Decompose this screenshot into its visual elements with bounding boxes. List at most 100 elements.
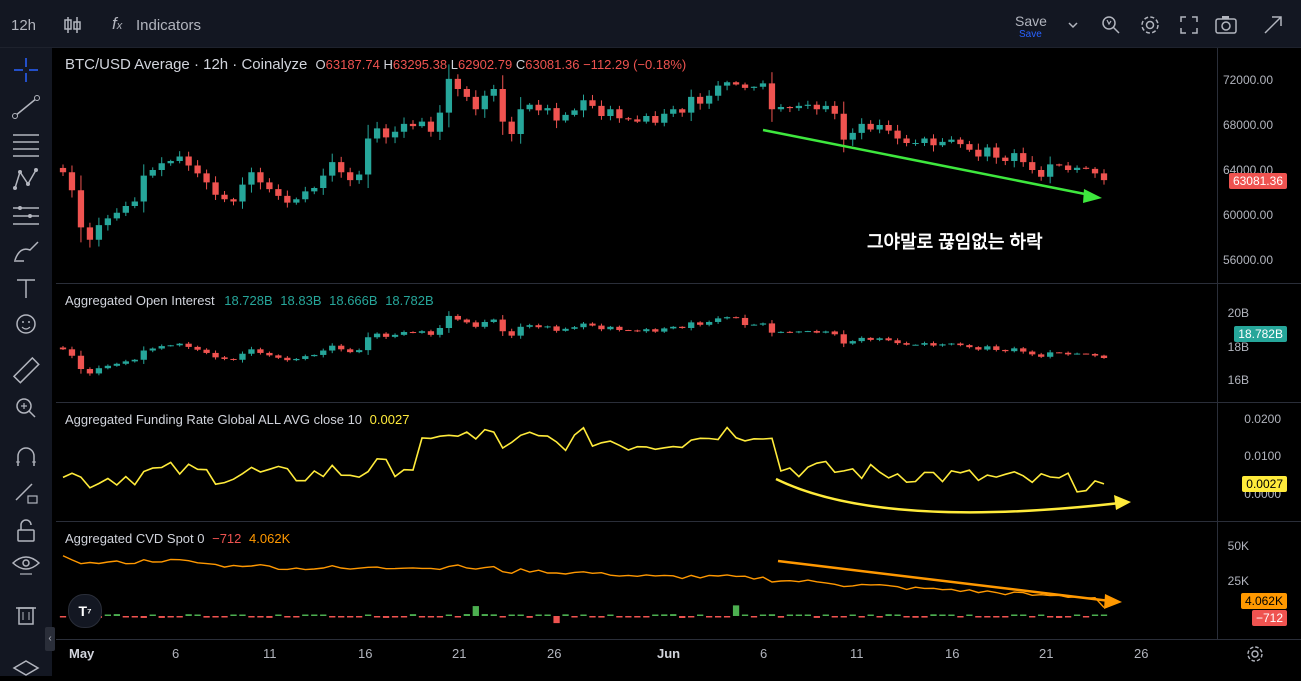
cvd-tick: 50K bbox=[1227, 539, 1249, 553]
cvd-bar bbox=[347, 616, 354, 618]
object-tree-icon[interactable] bbox=[12, 660, 40, 676]
oi-candle bbox=[1020, 348, 1027, 352]
cvd-bar bbox=[643, 616, 650, 618]
oi-last-tag: 18.782B bbox=[1234, 326, 1287, 342]
price-candle bbox=[786, 107, 794, 109]
cvd-bar bbox=[221, 616, 228, 618]
collapse-sidebar-button[interactable]: ‹ bbox=[45, 627, 55, 651]
magnet-icon[interactable] bbox=[16, 447, 36, 466]
fib-icon[interactable] bbox=[13, 134, 39, 157]
date-tick: 6 bbox=[760, 646, 768, 661]
cvd-bar bbox=[140, 616, 147, 618]
brush-icon[interactable] bbox=[14, 241, 39, 262]
oi-title[interactable]: Aggregated Open Interest bbox=[65, 293, 215, 308]
crosshair-icon[interactable] bbox=[14, 58, 38, 82]
eye-icon[interactable] bbox=[11, 556, 41, 575]
oi-candle bbox=[176, 343, 183, 346]
ruler-icon[interactable] bbox=[12, 356, 40, 384]
cvd-bar bbox=[185, 614, 192, 616]
funding-title[interactable]: Aggregated Funding Rate Global ALL AVG c… bbox=[65, 412, 363, 427]
quick-search-icon[interactable] bbox=[1100, 14, 1122, 41]
oi-candle bbox=[921, 343, 928, 345]
cvd-bar bbox=[652, 614, 659, 616]
price-candle bbox=[356, 174, 363, 181]
oi-candle bbox=[679, 326, 686, 329]
date-tick: Jun bbox=[657, 646, 681, 661]
draw-lock-icon[interactable] bbox=[15, 483, 38, 504]
text-icon[interactable] bbox=[17, 279, 35, 298]
emoji-icon[interactable] bbox=[16, 314, 36, 334]
chevron-down-icon[interactable] bbox=[1067, 18, 1079, 36]
date-tick: 16 bbox=[945, 646, 960, 661]
interval-button[interactable]: 12h bbox=[11, 17, 37, 34]
oi-candle bbox=[966, 345, 973, 348]
camera-icon[interactable] bbox=[1214, 14, 1238, 41]
oi-candle bbox=[86, 369, 94, 374]
cvd-bar bbox=[1011, 614, 1018, 616]
price-candle bbox=[544, 108, 551, 111]
oi-low: 18.666B bbox=[329, 293, 378, 308]
cvd-bar bbox=[975, 616, 982, 618]
oi-candle bbox=[553, 326, 560, 331]
save-button[interactable]: Save bbox=[1015, 13, 1047, 29]
cvd-bar bbox=[831, 616, 838, 618]
cvd-title[interactable]: Aggregated CVD Spot 0 bbox=[65, 531, 205, 546]
time-axis bbox=[56, 640, 1301, 676]
pane-separators bbox=[56, 48, 1301, 676]
fx-icon[interactable]: fx bbox=[112, 14, 123, 33]
cvd-bar bbox=[858, 616, 865, 618]
price-candle bbox=[553, 108, 560, 121]
oi-candle bbox=[1047, 352, 1054, 357]
price-candle bbox=[822, 105, 829, 110]
cvd-bar bbox=[517, 614, 524, 616]
oi-candle bbox=[212, 352, 219, 358]
oi-candle bbox=[544, 326, 551, 328]
trash-icon[interactable] bbox=[16, 607, 36, 625]
oi-candle bbox=[598, 325, 605, 330]
axis-settings-icon[interactable] bbox=[1246, 645, 1264, 668]
symbol-title[interactable]: BTC/USD Average · 12h · Coinalyze bbox=[65, 56, 308, 73]
oi-candle bbox=[77, 355, 85, 370]
price-candle bbox=[1055, 164, 1063, 166]
price-candle bbox=[1029, 162, 1036, 170]
oi-candle bbox=[885, 338, 892, 341]
oi-candle bbox=[930, 343, 937, 346]
zoom-in-icon[interactable] bbox=[16, 398, 36, 418]
price-candle bbox=[867, 123, 874, 130]
trendline-icon[interactable] bbox=[12, 95, 40, 119]
cvd-bar bbox=[176, 616, 183, 618]
publish-icon[interactable] bbox=[1262, 14, 1284, 41]
price-candle bbox=[795, 105, 803, 109]
price-candle bbox=[1064, 165, 1072, 170]
indicators-button[interactable]: Indicators bbox=[136, 17, 202, 34]
oi-candle bbox=[903, 343, 910, 345]
price-candle bbox=[993, 147, 1000, 158]
cvd-bar bbox=[634, 616, 641, 618]
gear-icon[interactable] bbox=[1139, 14, 1161, 41]
cvd-bar bbox=[984, 616, 991, 618]
cvd-bar bbox=[463, 614, 470, 616]
cvd-bar bbox=[149, 614, 156, 616]
pattern-icon[interactable] bbox=[13, 168, 38, 190]
price-candle bbox=[975, 149, 982, 157]
prediction-icon[interactable] bbox=[13, 206, 39, 225]
top-toolbar: 12h fx Indicators Save Save bbox=[0, 0, 1301, 48]
oi-candle bbox=[975, 347, 982, 350]
lock-icon[interactable] bbox=[17, 519, 35, 542]
price-candle bbox=[400, 123, 408, 132]
cvd-bar bbox=[454, 616, 462, 618]
price-candle bbox=[598, 105, 605, 116]
cvd-bar bbox=[723, 616, 731, 618]
tradingview-logo[interactable]: T⁷ bbox=[68, 594, 102, 628]
oi-candle bbox=[320, 350, 327, 355]
price-candle bbox=[221, 194, 228, 200]
cvd-bar bbox=[589, 616, 596, 618]
price-candle bbox=[409, 123, 417, 127]
candles-icon[interactable] bbox=[62, 14, 84, 41]
open-label: O bbox=[315, 57, 326, 72]
oi-close: 18.782B bbox=[385, 293, 434, 308]
fullscreen-icon[interactable] bbox=[1178, 14, 1200, 41]
price-candle bbox=[580, 100, 587, 111]
price-candle bbox=[930, 138, 937, 146]
